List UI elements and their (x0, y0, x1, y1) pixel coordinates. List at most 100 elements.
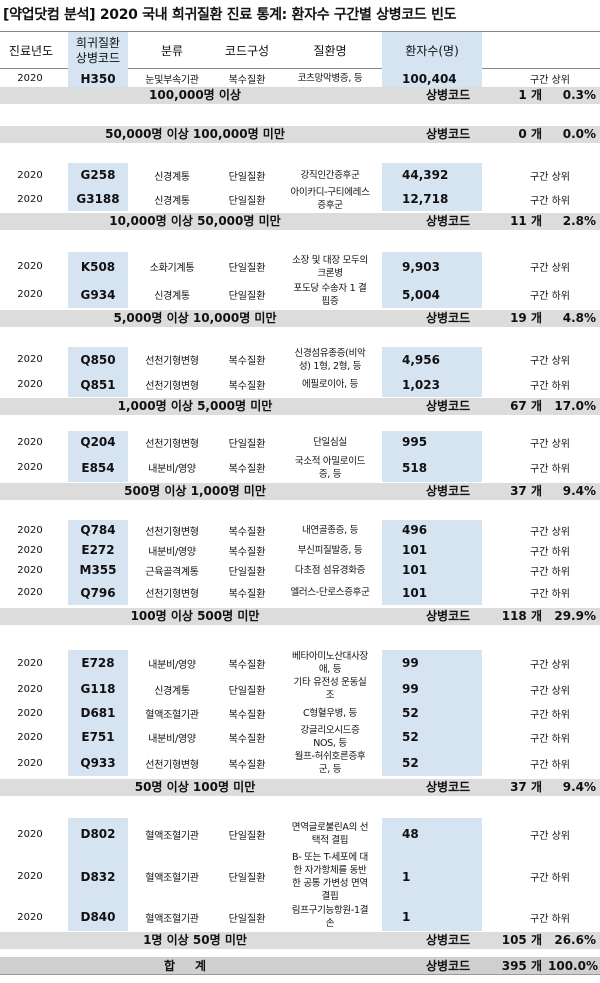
category-cell: 혈액조혈기관 (145, 873, 199, 884)
category-cell: 내분비/영양 (148, 546, 196, 558)
disease-cell: 아이카디-구티에레스 증후군 (290, 187, 370, 211)
code-label: 상병코드 (426, 311, 471, 325)
code-cell: D832 (68, 850, 128, 903)
code-cell: Q850 (68, 347, 128, 372)
patients-cell: 5,004 (382, 281, 482, 308)
code-cell: Q796 (68, 580, 128, 605)
rank-cell: 구간 상위 (530, 526, 570, 538)
rank-cell: 구간 하위 (530, 759, 570, 771)
code-percent: 4.8% (562, 311, 596, 325)
code-percent: 29.9% (554, 609, 596, 623)
code-count: 1 개 (518, 88, 542, 102)
code-cell: G258 (68, 163, 128, 187)
composition-cell: 단일질환 (228, 830, 266, 842)
rank-cell: 구간 상위 (530, 685, 570, 697)
category-cell: 신경계통 (154, 195, 190, 207)
patients-cell: 995 (382, 431, 482, 453)
header-composition: 코드구성 (224, 43, 270, 58)
code-count: 37 개 (510, 780, 542, 794)
category-cell: 선천기형변형 (145, 356, 199, 367)
patients-cell: 496 (382, 520, 482, 540)
category-cell: 내분비/영양 (148, 464, 196, 475)
category-cell: 내분비/영양 (148, 659, 196, 671)
rank-cell: 구간 하위 (530, 733, 570, 745)
disease-cell: 다초점 섬유경화증 (294, 564, 366, 576)
code-percent: 26.6% (554, 933, 596, 947)
code-label: 상병코드 (426, 609, 471, 623)
composition-cell: 단일질환 (228, 913, 266, 925)
patients-cell: 52 (382, 724, 482, 750)
code-cell: Q851 (68, 372, 128, 397)
table-row: 2020 G3188 신경계통 단일질환 아이카디-구티에레스 증후군 12,718 구간 … (0, 187, 600, 211)
rank-cell: 구간 하위 (530, 546, 570, 558)
disease-cell: 강글리오시드증 NOS, 등 (300, 725, 360, 749)
year-cell: 2020 (17, 354, 43, 365)
range-label: 100,000명 이상 (149, 88, 241, 102)
rank-cell: 구간 하위 (530, 195, 570, 207)
range-label: 50,000명 이상 100,000명 미만 (105, 127, 285, 141)
header-category: 분류 (160, 43, 184, 58)
year-cell: 2020 (17, 828, 43, 840)
category-cell: 선천기형변형 (145, 438, 199, 450)
subtotal-row: 50명 이상 100명 미만 상병코드 37 개 9.4% (0, 779, 600, 796)
rank-cell: 구간 상위 (530, 263, 570, 274)
category-cell: 선천기형변형 (145, 589, 199, 600)
composition-cell: 단일질환 (228, 685, 266, 697)
disease-cell: 국소적 아밀로이드 증, 등 (294, 455, 366, 480)
composition-cell: 단일질환 (228, 263, 266, 274)
range-label: 10,000명 이상 50,000명 미만 (109, 214, 281, 228)
patients-cell: 99 (382, 676, 482, 702)
code-label: 상병코드 (426, 88, 471, 102)
total-percent: 100.0% (548, 959, 598, 973)
subtotal-row: 1,000명 이상 5,000명 미만 상병코드 67 개 17.0% (0, 398, 600, 415)
rank-cell: 구간 하위 (530, 589, 570, 600)
composition-cell: 복수질환 (228, 659, 266, 671)
table-row: 2020 E272 내분비/영양 복수질환 부신피질발증, 등 101 구간 하위 (0, 540, 600, 560)
rank-cell: 구간 하위 (530, 873, 570, 884)
disease-cell: 내연골종증, 등 (301, 524, 359, 536)
range-label: 500명 이상 1,000명 미만 (124, 484, 266, 498)
code-count: 118 개 (501, 609, 542, 623)
table-row: 2020 G118 신경계통 단일질환 기타 유전성 운동실 조 99 구간 상위 (0, 676, 600, 702)
code-percent: 0.3% (562, 88, 596, 102)
composition-cell: 복수질환 (228, 526, 266, 538)
year-cell: 2020 (17, 169, 43, 181)
disease-cell: 소장 및 대장 모두의 크론병 (292, 254, 368, 279)
composition-cell: 복수질환 (228, 381, 266, 392)
disease-cell: 부신피질발증, 등 (297, 544, 363, 556)
rank-cell: 구간 하위 (530, 464, 570, 475)
patients-cell: 12,718 (382, 187, 482, 211)
subtotal-row: 50,000명 이상 100,000명 미만 상병코드 0 개 0.0% (0, 126, 600, 143)
category-cell: 눈및부속기관 (145, 75, 199, 86)
patients-cell: 1 (382, 903, 482, 931)
table-row: 2020 Q850 선천기형변형 복수질환 신경섬유종증(비악 성) 1형, 2형, 등… (0, 347, 600, 372)
patients-cell: 1 (382, 850, 482, 903)
subtotal-row: 100명 이상 500명 미만 상병코드 118 개 29.9% (0, 608, 600, 625)
year-cell: 2020 (17, 587, 43, 598)
year-cell: 2020 (17, 193, 43, 205)
code-label: 상병코드 (426, 399, 471, 413)
composition-cell: 단일질환 (228, 171, 266, 183)
disease-cell: 에필로이아, 등 (301, 379, 359, 390)
table-header: 진료년도 희귀질환 상병코드 분류 코드구성 질환명 환자수(명) (0, 31, 600, 70)
code-percent: 2.8% (562, 214, 596, 228)
subtotal-row: 10,000명 이상 50,000명 미만 상병코드 11 개 2.8% (0, 213, 600, 230)
range-label: 50명 이상 100명 미만 (134, 780, 256, 794)
disease-cell: 면역글로불린A의 선 택적 결핍 (291, 822, 369, 846)
table-row: 2020 E854 내분비/영양 복수질환 국소적 아밀로이드 증, 등 518 구간 하위 (0, 453, 600, 482)
patients-cell: 101 (382, 540, 482, 560)
disease-cell: 신경섬유종증(비악 성) 1형, 2형, 등 (294, 347, 366, 372)
year-cell: 2020 (17, 289, 43, 300)
disease-cell: 림프구기능항원-1결 손 (291, 905, 369, 929)
patients-cell: 48 (382, 818, 482, 850)
table-row: 2020 Q784 선천기형변형 복수질환 내연골종증, 등 496 구간 상위 (0, 520, 600, 540)
patients-cell: 52 (382, 750, 482, 776)
code-label: 상병코드 (426, 127, 471, 141)
patients-cell: 52 (382, 702, 482, 724)
code-percent: 0.0% (562, 127, 596, 141)
table-row: 2020 G258 신경계통 단일질환 강직인간증후군 44,392 구간 상위 (0, 163, 600, 187)
disease-cell: 코츠망막병증, 등 (297, 73, 363, 84)
rank-cell: 구간 하위 (530, 709, 570, 721)
patients-cell: 9,903 (382, 252, 482, 281)
subtotal-row: 500명 이상 1,000명 미만 상병코드 37 개 9.4% (0, 483, 600, 500)
